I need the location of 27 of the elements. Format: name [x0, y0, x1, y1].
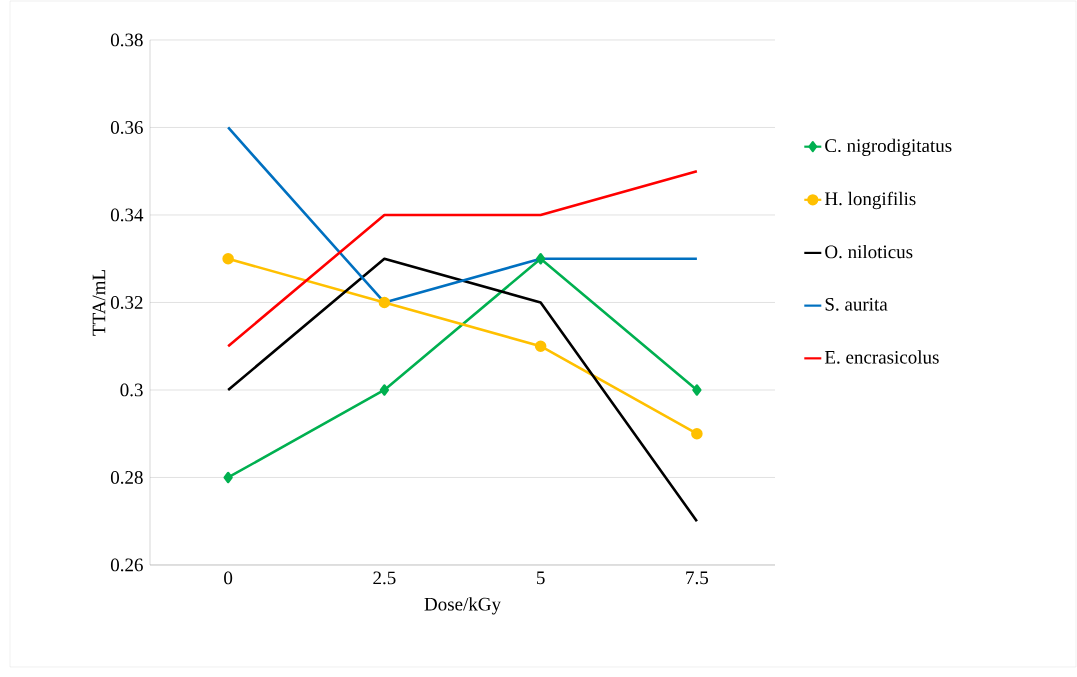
y-tick-label: 0.38 — [110, 33, 143, 47]
point — [223, 471, 233, 484]
legend-label: H. longifilis — [824, 191, 916, 210]
y-tick-label: 0.26 — [110, 558, 143, 572]
point — [691, 427, 703, 440]
x-axis-title: Dose/kGy — [424, 597, 501, 615]
y-axis-title: TTA/mL — [92, 270, 106, 336]
x-tick-label: 7.5 — [686, 571, 709, 585]
x-tick-label: 0 — [224, 571, 233, 585]
point — [534, 340, 547, 353]
legend-label: S. aurita — [825, 297, 888, 311]
line-series — [226, 257, 699, 523]
y-tick-label: 0.34 — [110, 208, 144, 222]
legend-label: C. nigrodigitatus — [825, 138, 952, 156]
x-tick-label: 2.5 — [373, 571, 396, 585]
point — [535, 252, 546, 265]
point — [692, 384, 702, 396]
y-tick-label: 0.28 — [110, 471, 143, 484]
point — [222, 252, 234, 265]
point — [378, 296, 391, 309]
y-tick-label: 0.3 — [120, 383, 143, 397]
x-tick-label: 5 — [537, 571, 545, 585]
y-tick-label: 0.32 — [110, 296, 143, 309]
legend-label: O. niloticus — [825, 244, 913, 259]
legend-label: E. encrasicolus — [824, 350, 939, 364]
y-tick-label: 0.36 — [110, 121, 143, 134]
point — [379, 384, 390, 396]
